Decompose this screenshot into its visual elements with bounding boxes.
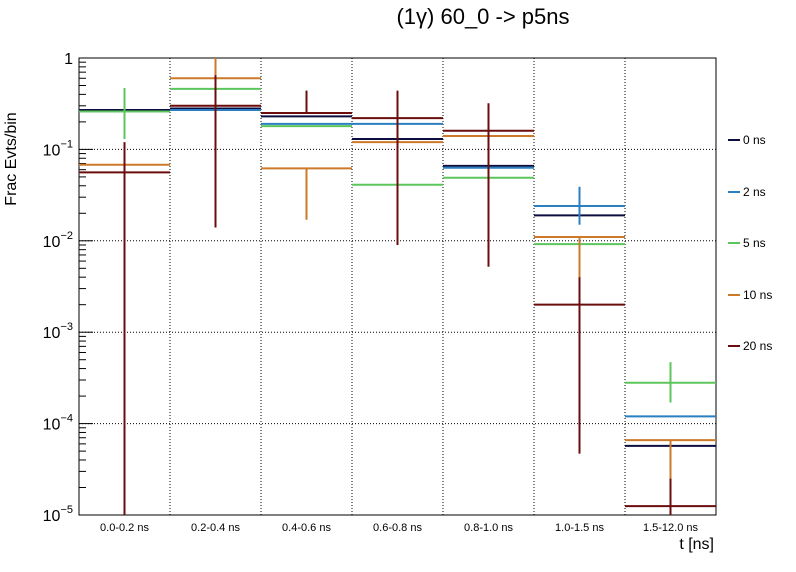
legend-label: 5 ns (743, 236, 766, 250)
legend-label: 20 ns (743, 339, 773, 353)
legend-entry: 20 ns (728, 339, 772, 353)
legend-swatch (728, 345, 740, 347)
y-tick-label: 1 (64, 51, 73, 68)
x-axis-label: t [ns] (679, 536, 714, 553)
x-tick-label: 0.4-0.6 ns (282, 522, 331, 534)
legend-swatch (728, 242, 740, 244)
x-tick-label: 1.5-12.0 ns (643, 522, 699, 534)
y-tick-label: 10−4 (43, 413, 73, 434)
y-axis-label-wrap: Frac Evts/bin (2, 110, 22, 210)
y-tick-label: 10−2 (43, 230, 73, 251)
y-tick-label: 10−3 (43, 321, 73, 342)
legend-swatch (728, 190, 740, 193)
legend-entry: 10 ns (728, 288, 772, 302)
legend-swatch (728, 139, 740, 141)
x-tick-label: 0.8-1.0 ns (464, 522, 513, 534)
legend-entry: 0 ns (728, 133, 766, 147)
x-tick-label: 1.0-1.5 ns (555, 522, 604, 534)
legend-label: 10 ns (743, 287, 773, 302)
y-tick-label: 10−1 (43, 138, 73, 159)
legend-label: 0 ns (743, 133, 766, 147)
chart-title: (1γ) 60_0 -> p5ns (396, 4, 570, 29)
legend-entry: 5 ns (728, 236, 766, 250)
x-tick-label: 0.0-0.2 ns (100, 522, 149, 534)
y-axis-label: Frac Evts/bin (3, 112, 20, 206)
y-tick-label: 10−5 (43, 504, 73, 525)
legend-entry: 2 ns (728, 185, 766, 199)
legend-label: 2 ns (743, 184, 766, 199)
legend-swatch (728, 293, 740, 296)
x-tick-label: 0.6-0.8 ns (373, 522, 422, 534)
plot-frame (78, 57, 717, 516)
x-tick-label: 0.2-0.4 ns (191, 522, 240, 534)
